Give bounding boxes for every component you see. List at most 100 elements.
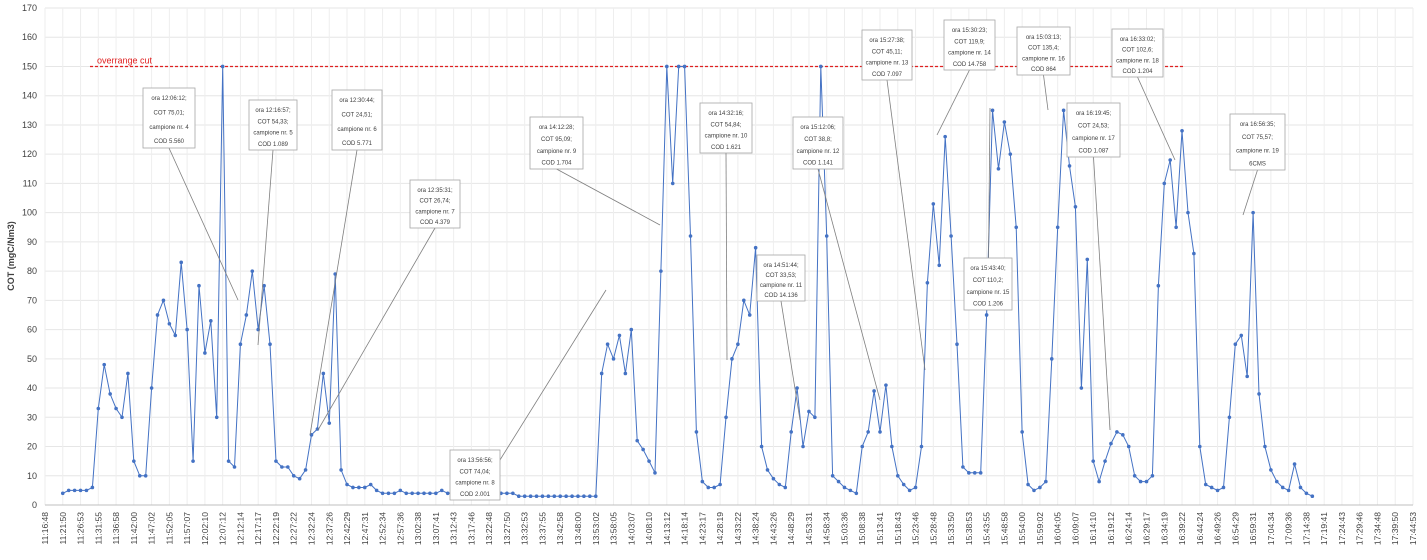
data-point (410, 491, 414, 496)
annotation-text: COT 33,53; (766, 273, 797, 279)
annotation-text: campione nr. 19 (1236, 148, 1279, 154)
data-point (635, 438, 640, 443)
x-tick-label: 16:09:07 (1070, 512, 1080, 545)
y-tick-label: 30 (27, 412, 37, 422)
x-tick-label: 14:43:26 (768, 512, 778, 545)
data-point (505, 491, 509, 496)
data-point (1274, 479, 1279, 484)
data-point (747, 313, 752, 317)
y-tick-label: 130 (22, 120, 37, 130)
data-point (1008, 152, 1013, 156)
data-point (771, 476, 776, 481)
annotation-box (449, 449, 501, 501)
x-tick-label: 12:22:19 (271, 512, 281, 545)
x-tick-label: 15:59:02 (1035, 512, 1045, 545)
x-tick-label: 13:22:48 (484, 512, 494, 545)
x-tick-label: 14:33:22 (733, 512, 743, 545)
annotation-text: COD 1.621 (711, 145, 742, 151)
annotation-text: COD 1.704 (541, 161, 572, 167)
annotation-text: campione nr. 18 (1116, 58, 1159, 64)
x-tick-label: 12:12:14 (235, 512, 245, 545)
x-tick-label: 13:07:41 (431, 512, 441, 545)
annotation-text: COD 1.141 (803, 161, 834, 167)
x-tick-label: 15:28:48 (928, 512, 938, 545)
x-tick-label: 16:04:05 (1053, 512, 1063, 545)
data-point (1038, 485, 1042, 490)
data-point (943, 134, 947, 139)
annotation-text: campione nr. 8 (455, 481, 495, 487)
data-point (161, 298, 166, 303)
annotation-text: campione nr. 5 (253, 131, 293, 137)
data-point (736, 342, 740, 347)
x-tick-label: 15:13:41 (875, 512, 885, 545)
annotation-text: ora 12:16:57; (255, 108, 291, 114)
data-point (919, 444, 924, 449)
data-point (1026, 482, 1030, 487)
x-tick-label: 17:44:53 (1408, 512, 1418, 545)
x-tick-label: 11:47:02 (147, 512, 157, 545)
x-tick-label: 12:07:12 (218, 512, 228, 545)
data-point (1144, 479, 1149, 484)
x-tick-label: 13:12:43 (449, 512, 459, 545)
annotation-text: ora 12:35:31; (417, 188, 453, 194)
x-tick-label: 13:42:58 (555, 512, 565, 545)
data-point (327, 421, 332, 425)
data-point (765, 468, 770, 472)
annotation-text: campione nr. 6 (337, 127, 377, 133)
data-point (416, 491, 420, 496)
data-point (439, 488, 444, 493)
x-tick-label: 15:48:58 (999, 512, 1009, 545)
annotation-text: COD 2.001 (460, 492, 491, 498)
data-point (724, 415, 728, 420)
data-point (1186, 210, 1190, 215)
annotation-text: COT 74,04; (460, 469, 491, 475)
data-point (297, 476, 302, 481)
x-tick-label: 11:26:53 (76, 512, 86, 545)
data-point (1115, 430, 1119, 434)
data-point (155, 313, 160, 317)
data-point (351, 485, 355, 490)
x-tick-label: 13:27:50 (502, 512, 512, 545)
data-point (659, 269, 663, 273)
x-tick-label: 13:17:46 (466, 512, 476, 545)
data-point (1227, 415, 1232, 420)
annotation-text: COD 1.206 (973, 302, 1004, 308)
data-point (605, 342, 610, 347)
data-point (753, 245, 758, 250)
y-tick-label: 150 (22, 61, 37, 71)
data-point (197, 283, 201, 288)
annotation-text: ora 16:56:35; (1240, 122, 1276, 128)
annotation-text: ora 15:27:38; (869, 38, 905, 44)
data-point (801, 444, 805, 449)
callout-line (725, 152, 728, 361)
annotation-text: ora 15:03:13; (1026, 35, 1062, 41)
annotation-box (1229, 113, 1286, 171)
data-point (931, 202, 936, 206)
data-point (72, 488, 77, 493)
data-point (854, 491, 859, 496)
x-tick-label: 11:16:48 (40, 512, 50, 545)
data-point (280, 465, 284, 469)
data-point (528, 494, 533, 499)
data-point (368, 482, 373, 487)
annotation-text: COD 14.136 (764, 293, 798, 299)
x-tick-label: 15:33:50 (946, 512, 956, 545)
annotation-box (792, 116, 844, 170)
callout-line (817, 168, 881, 401)
x-tick-label: 12:37:26 (324, 512, 334, 545)
annotation-text: COT 26,74; (420, 199, 451, 205)
data-point (878, 430, 882, 434)
annotation-box (331, 89, 383, 151)
data-point (1061, 108, 1066, 113)
annotation-text: COT 24,53; (1078, 124, 1109, 130)
data-point (404, 491, 409, 496)
data-point (422, 491, 426, 496)
data-point (884, 383, 888, 387)
annotation-text: COD 1.089 (258, 142, 289, 148)
data-point (173, 333, 178, 338)
x-tick-label: 13:53:02 (591, 512, 601, 545)
data-point (1073, 205, 1078, 209)
x-tick-label: 16:39:22 (1177, 512, 1187, 545)
annotation-text: campione nr. 9 (537, 149, 577, 155)
